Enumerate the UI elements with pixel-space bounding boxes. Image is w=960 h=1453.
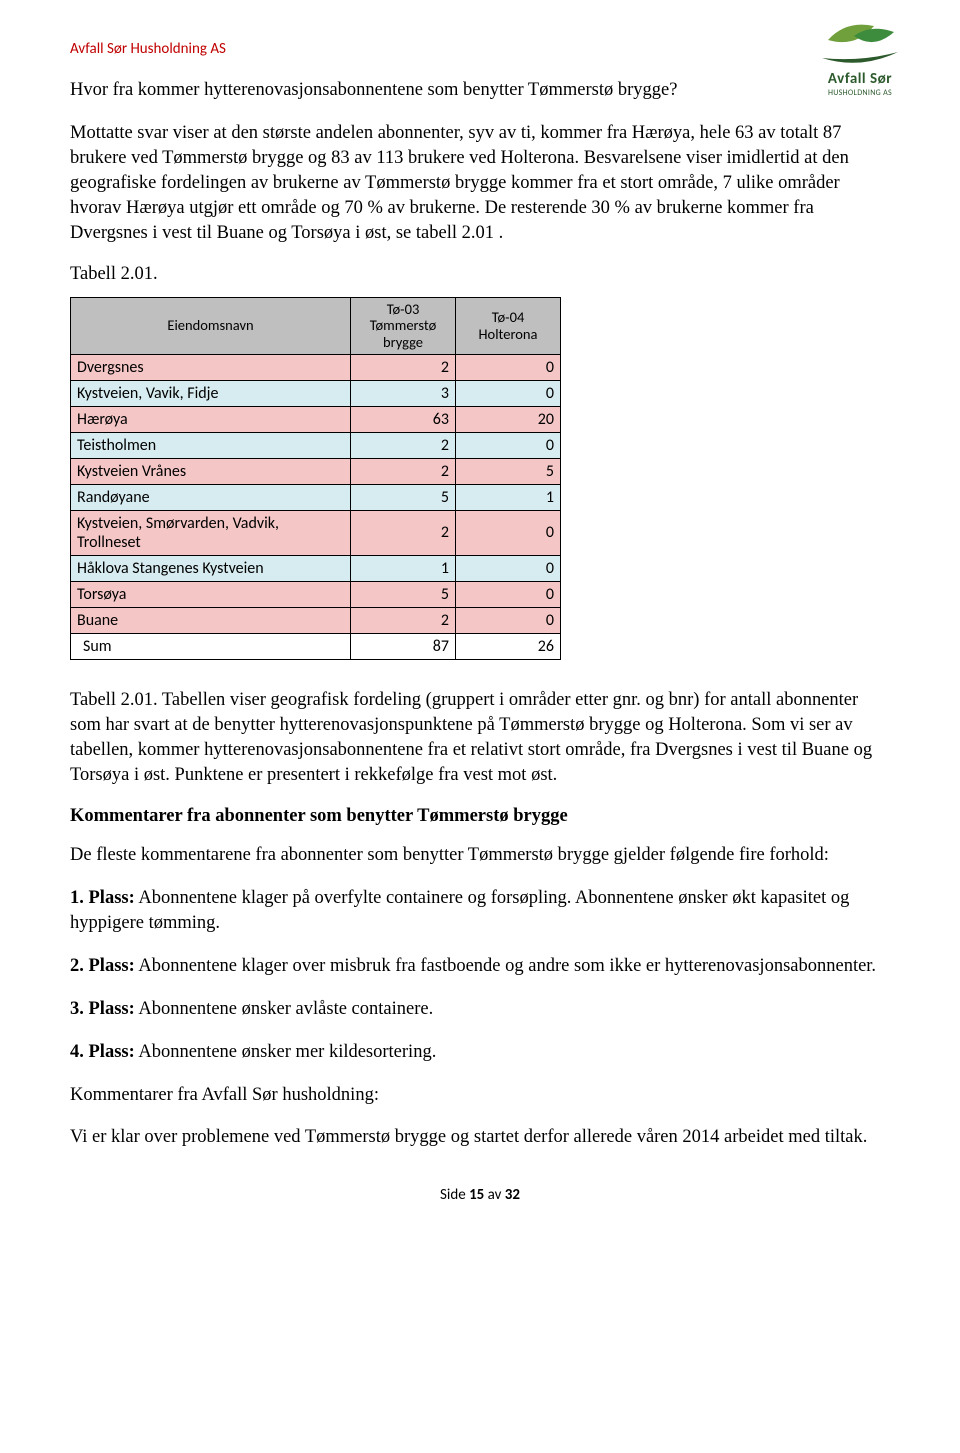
table-row: Hærøya6320 (71, 406, 561, 432)
logo-sub: HUSHOLDNING AS (800, 88, 920, 98)
cell-c1: 2 (351, 354, 456, 380)
cell-name: Kystveien, Smørvarden, Vadvik, Trollnese… (71, 510, 351, 555)
col-header-c1: Tø-03Tømmerstøbrygge (351, 297, 456, 354)
list-item-text: Abonnentene ønsker mer kildesortering. (135, 1042, 437, 1062)
cell-name: Torsøya (71, 581, 351, 607)
list-item: 1. Plass: Abonnentene klager på overfylt… (70, 886, 890, 936)
cell-c2: 0 (456, 581, 561, 607)
page-footer: Side 15 av 32 (70, 1186, 890, 1204)
cell-c1: 2 (351, 510, 456, 555)
cell-c2: 0 (456, 555, 561, 581)
list-item: 3. Plass: Abonnentene ønsker avlåste con… (70, 997, 890, 1022)
company-name: Avfall Sør Husholdning AS (70, 40, 890, 58)
cell-c2: 26 (456, 633, 561, 659)
cell-c1: 63 (351, 406, 456, 432)
footer-page: 15 (469, 1186, 484, 1204)
cell-name: Dvergsnes (71, 354, 351, 380)
cell-name: Håklova Stangenes Kystveien (71, 555, 351, 581)
table-row: Teistholmen20 (71, 432, 561, 458)
list-item-text: Abonnentene ønsker avlåste containere. (135, 999, 433, 1019)
table-row: Dvergsnes20 (71, 354, 561, 380)
cell-name: Teistholmen (71, 432, 351, 458)
cell-c1: 1 (351, 555, 456, 581)
col-header-name: Eiendomsnavn (71, 297, 351, 354)
list-item-text: Abonnentene klager på overfylte containe… (70, 888, 849, 933)
cell-name: Randøyane (71, 484, 351, 510)
cell-c1: 5 (351, 581, 456, 607)
table-row: Torsøya50 (71, 581, 561, 607)
company-logo: Avfall Sør HUSHOLDNING AS (800, 18, 920, 98)
list-item-label: 3. Plass: (70, 999, 135, 1019)
cell-c2: 0 (456, 432, 561, 458)
closing-paragraph: Vi er klar over problemene ved Tømmerstø… (70, 1125, 890, 1150)
subheading-2: Kommentarer fra Avfall Sør husholdning: (70, 1083, 890, 1108)
footer-prefix: Side (440, 1186, 469, 1204)
cell-name: Buane (71, 607, 351, 633)
cell-c1: 5 (351, 484, 456, 510)
table-row: Buane20 (71, 607, 561, 633)
cell-c2: 0 (456, 354, 561, 380)
table-label: Tabell 2.01. (70, 264, 890, 285)
cell-name: Hærøya (71, 406, 351, 432)
cell-c2: 5 (456, 458, 561, 484)
table-row: Kystveien, Smørvarden, Vadvik, Trollnese… (71, 510, 561, 555)
list-item: 2. Plass: Abonnentene klager over misbru… (70, 954, 890, 979)
table-row: Kystveien, Vavik, Fidje30 (71, 380, 561, 406)
list-item-label: 4. Plass: (70, 1042, 135, 1062)
table-row: Kystveien Vrånes25 (71, 458, 561, 484)
cell-name: Kystveien Vrånes (71, 458, 351, 484)
cell-c1: 2 (351, 432, 456, 458)
cell-c2: 0 (456, 510, 561, 555)
sub1-paragraph: De fleste kommentarene fra abonnenter so… (70, 843, 890, 868)
list-item-label: 1. Plass: (70, 888, 135, 908)
col-header-c2: Tø-04Holterona (456, 297, 561, 354)
footer-total: 32 (505, 1186, 520, 1204)
leaf-icon (816, 18, 904, 68)
cell-name: Kystveien, Vavik, Fidje (71, 380, 351, 406)
footer-mid: av (484, 1186, 505, 1204)
list-item: 4. Plass: Abonnentene ønsker mer kildeso… (70, 1040, 890, 1065)
table-row: Håklova Stangenes Kystveien10 (71, 555, 561, 581)
table-row: Sum8726 (71, 633, 561, 659)
cell-c1: 87 (351, 633, 456, 659)
table-header-row: Eiendomsnavn Tø-03Tømmerstøbrygge Tø-04H… (71, 297, 561, 354)
table-caption: Tabell 2.01. Tabellen viser geografisk f… (70, 688, 890, 788)
cell-name: Sum (71, 633, 351, 659)
cell-c1: 2 (351, 458, 456, 484)
cell-c1: 3 (351, 380, 456, 406)
cell-c2: 0 (456, 607, 561, 633)
cell-c2: 0 (456, 380, 561, 406)
intro-question: Hvor fra kommer hytterenovasjonsabonnent… (70, 78, 890, 103)
intro-paragraph: Mottatte svar viser at den største andel… (70, 121, 890, 246)
logo-title: Avfall Sør (800, 70, 920, 88)
cell-c2: 1 (456, 484, 561, 510)
subheading-1: Kommentarer fra abonnenter som benytter … (70, 806, 890, 827)
cell-c2: 20 (456, 406, 561, 432)
list-item-text: Abonnentene klager over misbruk fra fast… (135, 956, 876, 976)
table-row: Randøyane51 (71, 484, 561, 510)
data-table: Eiendomsnavn Tø-03Tømmerstøbrygge Tø-04H… (70, 297, 561, 660)
list-item-label: 2. Plass: (70, 956, 135, 976)
cell-c1: 2 (351, 607, 456, 633)
